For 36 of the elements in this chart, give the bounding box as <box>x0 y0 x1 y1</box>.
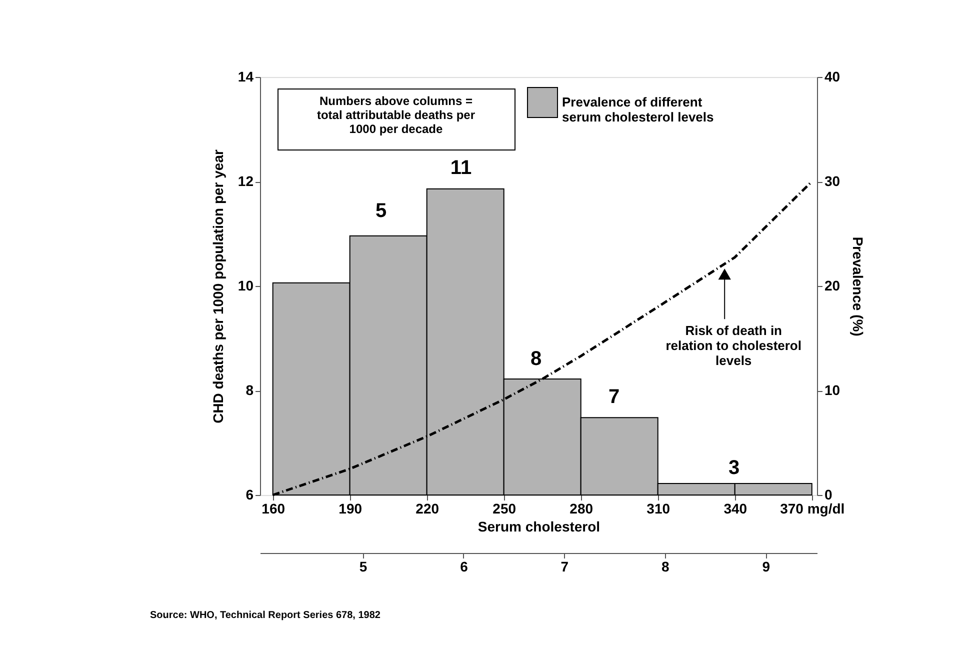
x-tick-label: 280 <box>570 500 594 516</box>
source-note: Source: WHO, Technical Report Series 678, 1982 <box>150 610 381 621</box>
x2-tick-label: 6 <box>460 558 468 574</box>
x-tick-label: 160 <box>262 500 286 516</box>
x2-tick-label: 7 <box>560 558 569 574</box>
x2-tick-label: 9 <box>762 558 770 574</box>
y-tick-label: 10 <box>238 278 254 294</box>
y-axis-title: CHD deaths per 1000 population per year <box>210 149 226 424</box>
y2-tick-label: 0 <box>824 486 832 502</box>
y2-tick-label: 10 <box>824 382 840 398</box>
annotation: 5 <box>375 200 387 222</box>
x-tick-label: 340 <box>724 500 748 516</box>
x-tick-label: 220 <box>416 500 440 516</box>
x-tick-label: 370 mg/dl <box>780 500 845 516</box>
y2-axis-title: Prevalence (%) <box>850 236 866 336</box>
y2-tick-label: 30 <box>824 173 840 189</box>
x2-tick-label: 8 <box>662 558 670 574</box>
y-tick-label: 14 <box>238 68 254 84</box>
y-tick-label: 8 <box>246 382 254 398</box>
annotation: 7 <box>608 386 620 408</box>
x2-tick-label: 5 <box>359 558 368 574</box>
x-tick-label: 190 <box>338 500 362 516</box>
annotation: 3 <box>728 457 740 479</box>
x-tick-label: 250 <box>492 500 516 516</box>
annotation: 8 <box>530 348 542 370</box>
y-tick-label: 12 <box>238 173 254 189</box>
annotation: Numbers above columns = total attributable deaths per 1000 per decade <box>316 94 476 136</box>
annotation: 11 <box>450 157 472 179</box>
x-tick-label: 310 <box>646 500 670 516</box>
legend-label: Prevalence of different serum cholesterol levels <box>562 94 714 124</box>
y-tick-label: 6 <box>246 486 254 502</box>
annotation: Risk of death in relation to cholesterol levels <box>666 323 802 368</box>
y2-tick-label: 20 <box>824 278 840 294</box>
line-series <box>272 180 814 496</box>
x-axis-title: Serum cholesterol <box>478 518 600 534</box>
y2-tick-label: 40 <box>824 68 840 84</box>
